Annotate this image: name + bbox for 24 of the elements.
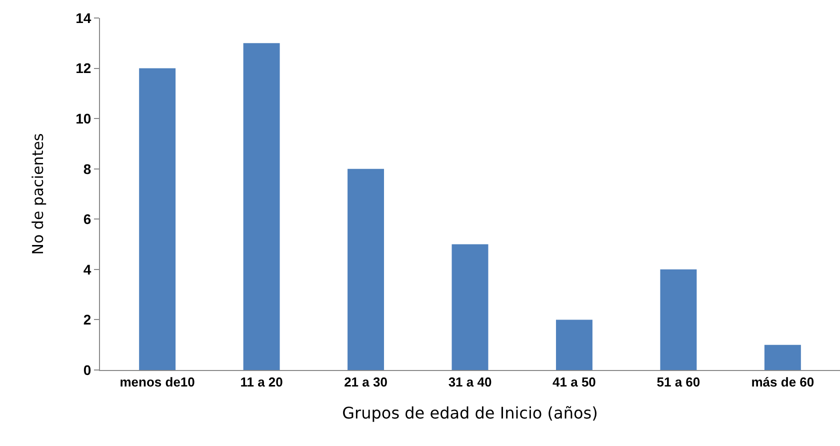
- y-tick-label: 2: [83, 312, 92, 328]
- y-tick-label: 12: [76, 60, 92, 76]
- bar: [764, 344, 801, 370]
- x-tick-label: menos de10: [120, 374, 195, 390]
- bar: [452, 244, 488, 370]
- x-tick-label: 11 a 20: [240, 374, 283, 390]
- y-tick-label: 10: [76, 110, 92, 126]
- bar: [348, 168, 384, 370]
- y-tick-label: 4: [83, 261, 92, 278]
- y-axis-title: No de pacientes: [28, 133, 47, 255]
- y-tick-label: 6: [83, 211, 92, 228]
- x-tick-label: 31 a 40: [448, 374, 492, 390]
- x-tick-label: más de 60: [751, 374, 814, 390]
- x-tick-label: 41 a 50: [552, 374, 596, 390]
- bar: [243, 43, 280, 370]
- x-tick-label: 51 a 60: [656, 374, 700, 390]
- y-tick-label: 0: [83, 362, 92, 378]
- bar: [660, 269, 697, 370]
- x-axis-title: Grupos de edad de Inicio (años): [342, 403, 598, 422]
- y-tick-label: 14: [76, 10, 92, 26]
- x-tick-label: 21 a 30: [344, 374, 388, 390]
- y-tick-label: 8: [83, 160, 92, 177]
- bar: [139, 68, 176, 370]
- bar: [556, 320, 592, 370]
